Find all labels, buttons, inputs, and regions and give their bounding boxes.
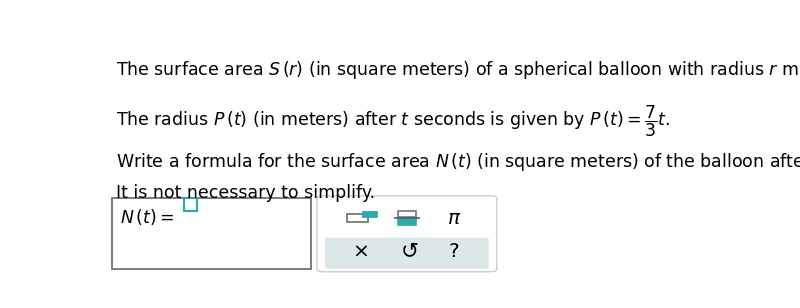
Text: $\pi$: $\pi$ (446, 209, 461, 228)
FancyBboxPatch shape (398, 211, 416, 217)
Text: $N\,(t)=$: $N\,(t)=$ (121, 207, 174, 226)
FancyBboxPatch shape (317, 196, 497, 272)
FancyBboxPatch shape (363, 212, 377, 217)
FancyBboxPatch shape (112, 198, 310, 270)
Text: ?: ? (449, 242, 459, 261)
FancyBboxPatch shape (347, 214, 369, 222)
FancyBboxPatch shape (184, 198, 198, 211)
Text: $\times$: $\times$ (352, 242, 368, 261)
Text: The surface area $S\,(r)$ (in square meters) of a spherical balloon with radius : The surface area $S\,(r)$ (in square met… (115, 58, 800, 83)
Text: $\circlearrowleft$: $\circlearrowleft$ (396, 241, 418, 261)
Text: Write a formula for the surface area $N\,(t)$ (in square meters) of the balloon : Write a formula for the surface area $N\… (115, 151, 800, 173)
FancyBboxPatch shape (325, 237, 489, 269)
FancyBboxPatch shape (398, 219, 416, 225)
Text: The radius $P\,(t)$ (in meters) after $t$ seconds is given by $P\,(t)=\dfrac{7}{: The radius $P\,(t)$ (in meters) after $t… (115, 103, 670, 139)
Text: It is not necessary to simplify.: It is not necessary to simplify. (115, 184, 374, 202)
